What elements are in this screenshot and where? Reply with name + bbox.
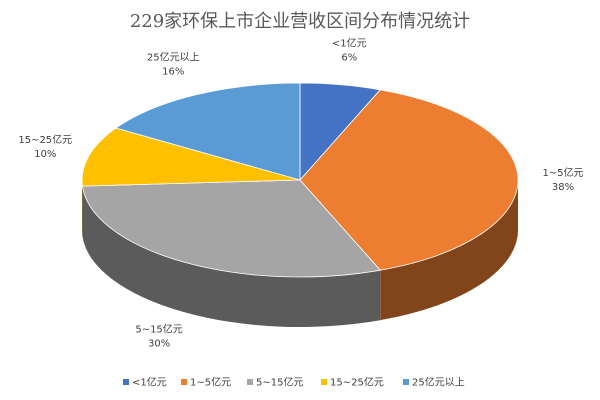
data-label: 10%: [34, 149, 56, 160]
slice: [81, 127, 301, 187]
data-label: 16%: [162, 66, 184, 77]
data-label: 38%: [552, 182, 574, 193]
legend-label: 25亿元以上: [412, 376, 465, 389]
data-label-category: 15~25亿元: [18, 133, 72, 146]
data-label-category: 25亿元以上: [147, 50, 200, 63]
data-label-category: 5~15亿元: [135, 322, 182, 335]
legend-swatch: [181, 379, 187, 385]
legend-label: 5~15亿元: [256, 376, 303, 389]
legend-swatch: [403, 379, 409, 385]
slice: [299, 89, 519, 271]
chart-title: 229家环保上市企业营收区间分布情况统计: [130, 11, 470, 32]
data-label: 6%: [341, 52, 357, 63]
slice: [81, 179, 382, 278]
legend-swatch: [123, 379, 129, 385]
slice: [115, 82, 301, 181]
slice-side: [82, 186, 381, 327]
data-label-category: 1~5亿元: [542, 166, 583, 179]
legend-label: 1~5亿元: [190, 376, 231, 389]
data-label: 30%: [148, 338, 170, 349]
data-label-category: <1亿元: [332, 36, 367, 49]
legend-swatch: [247, 379, 253, 385]
slice-side: [380, 180, 518, 321]
legend-swatch: [321, 379, 327, 385]
legend-label: 15~25亿元: [330, 376, 384, 389]
legend-label: <1亿元: [132, 376, 167, 389]
